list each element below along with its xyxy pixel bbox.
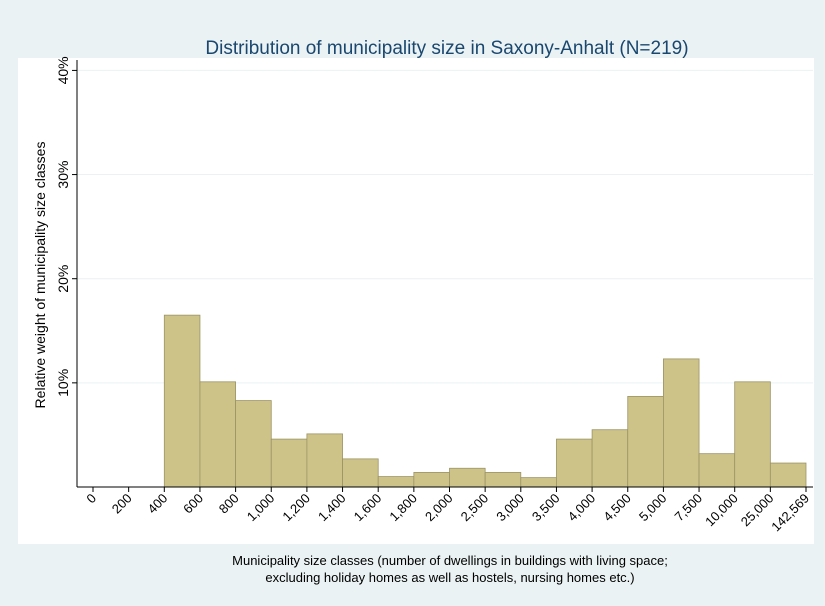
chart-title: Distribution of municipality size in Sax… bbox=[205, 38, 688, 59]
bar bbox=[663, 358, 700, 488]
y-tick-label: 20% bbox=[55, 265, 71, 293]
bar bbox=[306, 433, 343, 488]
bar bbox=[591, 429, 629, 488]
y-tick-label: 30% bbox=[55, 161, 71, 189]
bar bbox=[270, 438, 308, 488]
bar bbox=[449, 467, 486, 488]
bar bbox=[235, 400, 272, 488]
bar bbox=[769, 462, 807, 488]
bar bbox=[698, 453, 736, 488]
bar bbox=[520, 477, 557, 488]
y-tick-label: 40% bbox=[55, 56, 71, 84]
y-axis-label: Relative weight of municipality size cla… bbox=[32, 142, 48, 409]
bar bbox=[199, 381, 236, 488]
bar bbox=[413, 472, 450, 488]
y-tick-label: 10% bbox=[55, 369, 71, 397]
bar bbox=[484, 472, 522, 488]
bar bbox=[734, 381, 771, 488]
x-axis-label: Municipality size classes (number of dwe… bbox=[232, 553, 668, 568]
bar bbox=[627, 395, 664, 488]
x-axis-label: excluding holiday homes as well as hoste… bbox=[265, 570, 634, 585]
bar bbox=[556, 438, 593, 488]
bar bbox=[342, 458, 379, 488]
bar bbox=[163, 314, 201, 488]
bar bbox=[377, 476, 415, 488]
